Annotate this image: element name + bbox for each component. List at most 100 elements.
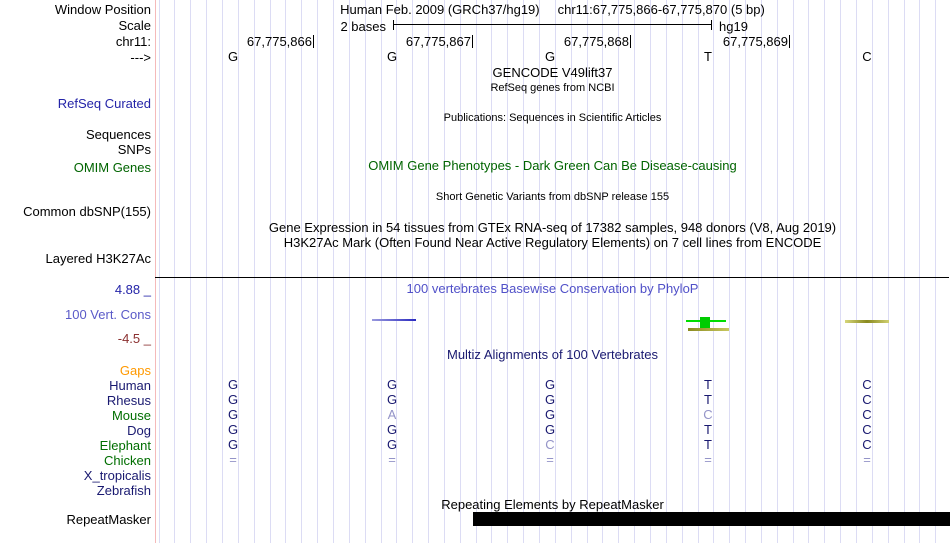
window-position-label: Window Position: [54, 2, 151, 17]
grid-guideline: [301, 0, 303, 543]
align-row-label-gaps[interactable]: Gaps: [119, 363, 151, 378]
align-base-human: G: [544, 377, 556, 392]
align-base-mouse: C: [703, 407, 713, 422]
coordinate-tick: [789, 35, 790, 48]
track-title-omim[interactable]: OMIM Gene Phenotypes - Dark Green Can Be…: [368, 158, 737, 173]
track-title-h3k27ac[interactable]: H3K27Ac Mark (Often Found Near Active Re…: [283, 235, 822, 250]
grid-guideline: [475, 0, 477, 543]
grid-guideline: [570, 0, 572, 543]
phylop-mark-blue: [372, 319, 416, 321]
track-title-phylop[interactable]: 100 vertebrates Basewise Conservation by…: [406, 281, 699, 296]
align-row-label-zebrafish[interactable]: Zebrafish: [96, 483, 151, 498]
align-base-mouse: C: [862, 407, 872, 422]
align-row-label-rhesus[interactable]: Rhesus: [106, 393, 151, 408]
track-label-100-vert-cons[interactable]: 100 Vert. Cons: [65, 307, 151, 322]
phylop-mark-olive-right: [845, 320, 889, 323]
grid-guideline: [824, 0, 826, 543]
align-row-label-mouse[interactable]: Mouse: [111, 408, 151, 423]
reference-base: G: [227, 49, 239, 64]
align-row-label-elephant[interactable]: Elephant: [99, 438, 151, 453]
grid-guideline: [317, 0, 319, 543]
track-label-snps[interactable]: SNPs: [117, 142, 151, 157]
track-title-gtex[interactable]: Gene Expression in 54 tissues from GTEx …: [268, 220, 837, 235]
track-label-refseq-curated[interactable]: RefSeq Curated: [57, 96, 151, 111]
grid-guideline: [491, 0, 493, 543]
track-label-common-dbsnp[interactable]: Common dbSNP(155): [23, 204, 151, 219]
phylop-min-value: -4.5 _: [117, 331, 151, 346]
coordinate-label: 67,775,867: [405, 34, 471, 49]
reference-base: G: [544, 49, 556, 64]
assembly-name: Human Feb. 2009 (GRCh37/hg19): [340, 2, 540, 17]
coordinate-label: 67,775,866: [246, 34, 312, 49]
track-title-repeatmasker[interactable]: Repeating Elements by RepeatMasker: [441, 497, 664, 512]
align-base-dog: G: [227, 422, 239, 437]
grid-guideline: [507, 0, 509, 543]
align-row-label-chicken[interactable]: Chicken: [104, 453, 151, 468]
grid-guideline: [554, 0, 556, 543]
strand-direction-label: --->: [130, 50, 151, 65]
align-base-elephant: G: [386, 437, 398, 452]
align-base-human: T: [704, 377, 712, 392]
grid-guideline: [871, 0, 873, 543]
grid-guideline: [745, 0, 747, 543]
grid-guideline: [713, 0, 715, 543]
track-title-dbsnp[interactable]: Short Genetic Variants from dbSNP releas…: [435, 191, 670, 203]
grid-guideline: [935, 0, 937, 543]
align-row-label-dog[interactable]: Dog: [127, 423, 151, 438]
align-base-elephant: T: [704, 437, 712, 452]
grid-guideline: [285, 0, 287, 543]
repeatmasker-element-bar[interactable]: [473, 512, 950, 526]
track-label-layered-h3k27ac[interactable]: Layered H3K27Ac: [45, 251, 151, 266]
genome-version: hg19: [719, 19, 748, 34]
align-base-dog: G: [386, 422, 398, 437]
coordinate-tick: [630, 35, 631, 48]
reference-base: C: [862, 49, 872, 64]
grid-guideline: [237, 0, 239, 543]
track-title-gencode[interactable]: GENCODE V49lift37: [492, 65, 613, 80]
phylop-max-value: 4.88 _: [114, 282, 151, 297]
align-base-human: G: [227, 377, 239, 392]
align-base-mouse: G: [544, 407, 556, 422]
grid-guideline: [665, 0, 667, 543]
scale-value: 2 bases: [340, 19, 386, 34]
grid-guideline: [586, 0, 588, 543]
grid-guideline: [332, 0, 334, 543]
grid-guideline: [618, 0, 620, 543]
grid-guideline: [459, 0, 461, 543]
grid-guideline: [190, 0, 192, 543]
grid-guideline: [634, 0, 636, 543]
reference-base: T: [704, 49, 712, 64]
track-label-repeatmasker[interactable]: RepeatMasker: [66, 512, 151, 527]
conservation-track-top-line: [155, 277, 949, 278]
grid-guideline: [523, 0, 525, 543]
grid-guideline: [364, 0, 366, 543]
track-title-refseq[interactable]: RefSeq genes from NCBI: [490, 82, 615, 94]
scale-ruler: [393, 20, 712, 30]
align-base-chicken: =: [388, 452, 396, 467]
align-row-label-x-tropicalis[interactable]: X_tropicalis: [83, 468, 151, 483]
grid-guideline: [919, 0, 921, 543]
grid-guideline: [681, 0, 683, 543]
coordinate-tick: [313, 35, 314, 48]
grid-guideline: [348, 0, 350, 543]
grid-guideline: [808, 0, 810, 543]
track-title-multiz[interactable]: Multiz Alignments of 100 Vertebrates: [446, 347, 658, 362]
track-label-sequences[interactable]: Sequences: [85, 127, 151, 142]
grid-guideline: [396, 0, 398, 543]
scale-ruler-line: [394, 24, 711, 25]
align-base-elephant: G: [227, 437, 239, 452]
grid-guideline: [729, 0, 731, 543]
grid-guideline: [253, 0, 255, 543]
grid-guideline: [206, 0, 208, 543]
track-label-omim-genes[interactable]: OMIM Genes: [73, 160, 151, 175]
coordinate-label: 67,775,868: [563, 34, 629, 49]
track-title-publications[interactable]: Publications: Sequences in Scientific Ar…: [443, 112, 662, 124]
align-base-chicken: =: [229, 452, 237, 467]
grid-guideline: [602, 0, 604, 543]
align-base-elephant: C: [862, 437, 872, 452]
grid-guideline: [776, 0, 778, 543]
align-base-dog: T: [704, 422, 712, 437]
align-row-label-human[interactable]: Human: [109, 378, 151, 393]
align-base-rhesus: G: [386, 392, 398, 407]
